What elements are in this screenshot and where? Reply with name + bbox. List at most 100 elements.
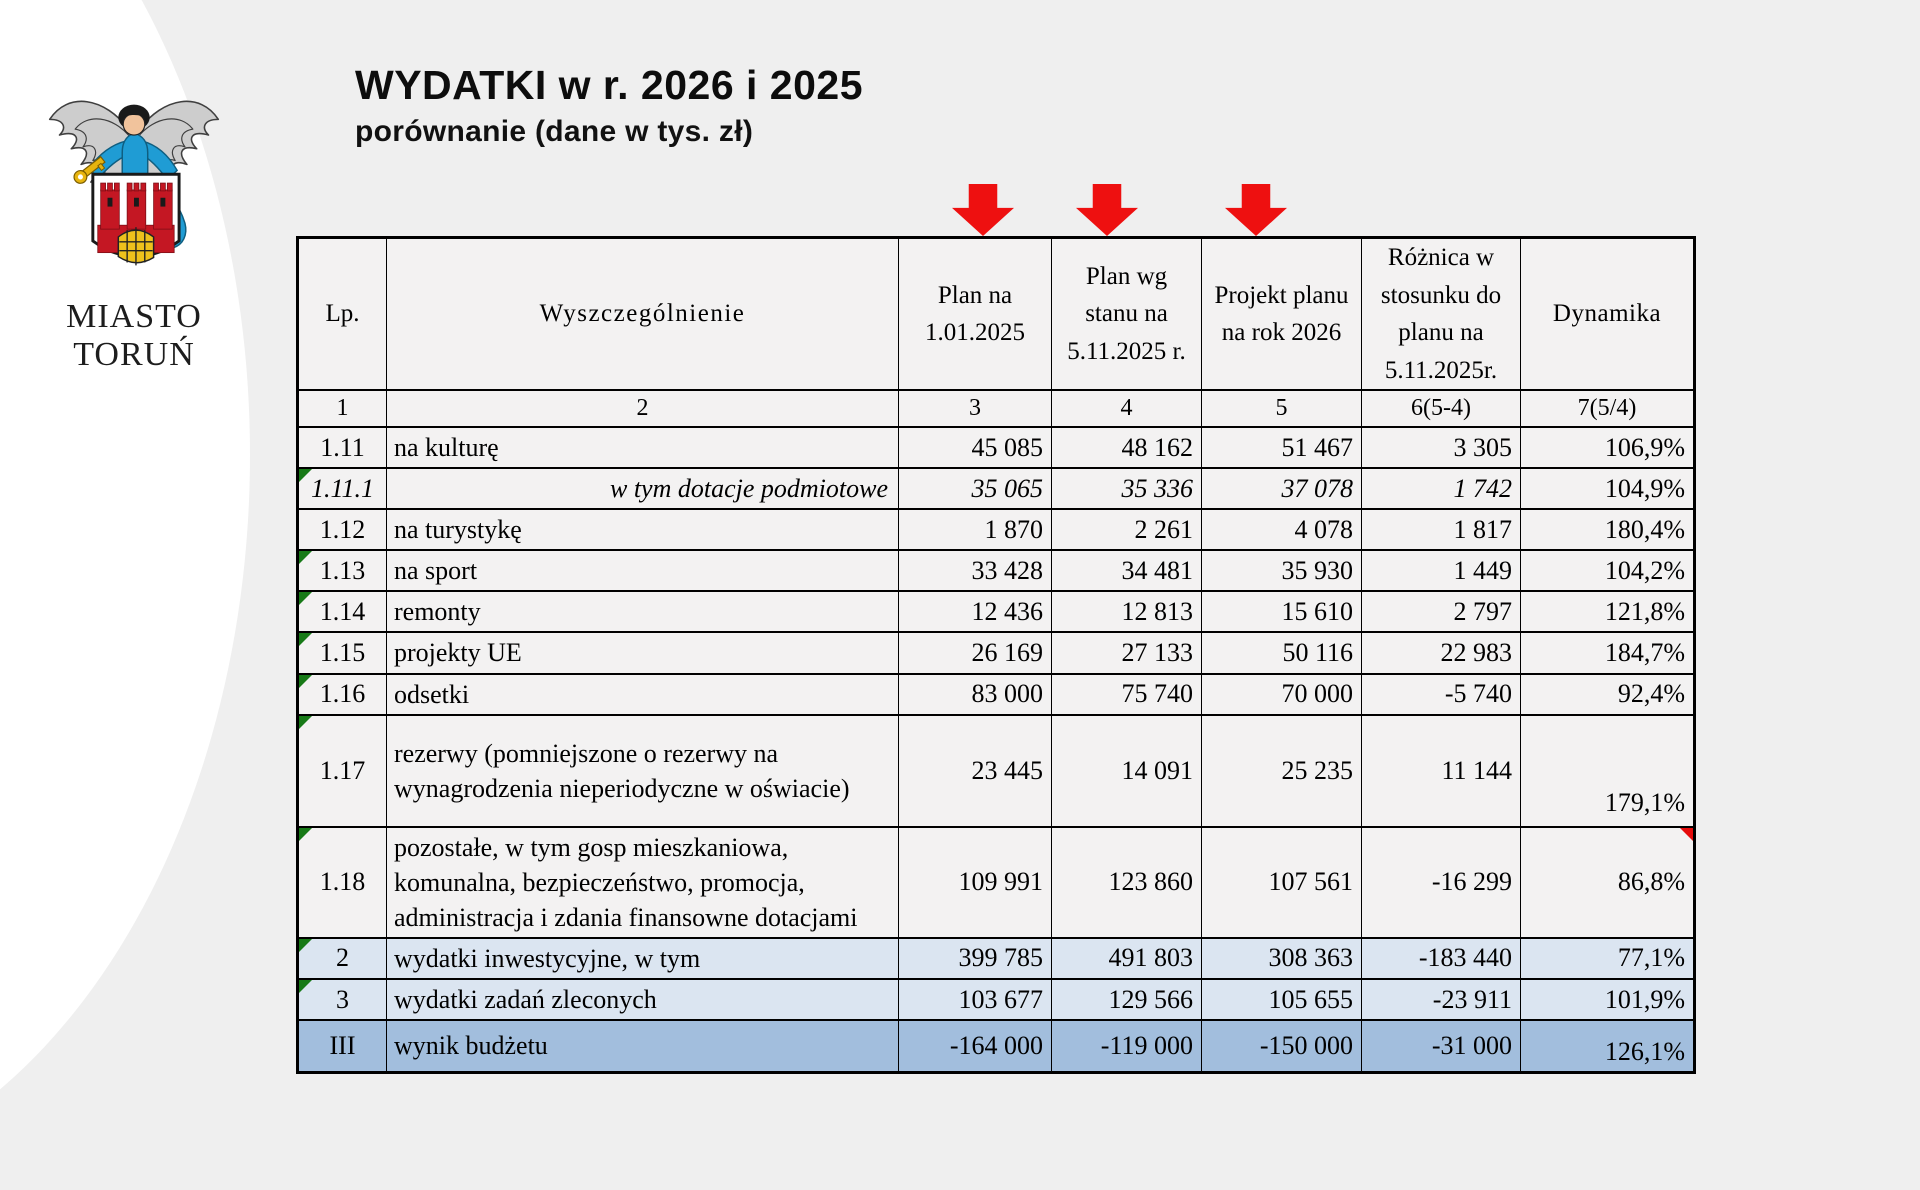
row-value: 3 305 xyxy=(1361,425,1521,470)
row-dynamika: 101,9% xyxy=(1520,978,1695,1022)
row-value-text: 35 930 xyxy=(1281,555,1354,585)
row-dynamika: 179,1% xyxy=(1520,713,1695,828)
row-lp: 1.18 xyxy=(297,825,387,939)
row-value-text: 1 870 xyxy=(984,514,1044,544)
row-dynamika-text: 179,1% xyxy=(1604,787,1685,817)
row-name-text: pozostałe, w tym gosp mieszkaniowa, komu… xyxy=(394,832,858,932)
row-lp-text: III xyxy=(329,1030,356,1060)
table-row: 3 wydatki zadań zleconych 103 677 129 566 10… xyxy=(297,978,1695,1022)
row-value: 129 566 xyxy=(1051,978,1202,1022)
row-value-text: 70 000 xyxy=(1281,679,1354,709)
row-value: -183 440 xyxy=(1361,936,1521,981)
row-value-text: -5 740 xyxy=(1444,679,1512,709)
row-value-text: 22 983 xyxy=(1440,638,1513,668)
row-dynamika: 180,4% xyxy=(1520,508,1695,552)
row-value-text: 83 000 xyxy=(971,679,1044,709)
row-lp: 1.12 xyxy=(297,508,387,552)
row-name-text: odsetki xyxy=(394,679,470,709)
red-down-arrow-icon-3 xyxy=(1225,184,1287,236)
row-value-text: 26 169 xyxy=(971,638,1044,668)
row-value: 50 116 xyxy=(1201,631,1362,675)
row-value-text: -31 000 xyxy=(1431,1030,1512,1060)
row-value: 2 797 xyxy=(1361,590,1521,634)
row-value: 12 813 xyxy=(1051,590,1202,634)
row-value: 11 144 xyxy=(1361,713,1521,828)
header-plan-1-01-2025: Plan na 1.01.2025 xyxy=(898,236,1052,391)
row-name: pozostałe, w tym gosp mieszkaniowa, komu… xyxy=(386,825,899,939)
row-value-text: 75 740 xyxy=(1121,679,1194,709)
row-value: 35 336 xyxy=(1051,467,1202,511)
row-value-text: -150 000 xyxy=(1259,1030,1353,1060)
row-lp-text: 1.18 xyxy=(319,867,366,897)
row-name: projekty UE xyxy=(386,631,899,675)
row-value: 26 169 xyxy=(898,631,1052,675)
comment-marker-icon xyxy=(299,716,312,729)
row-dynamika-text: 106,9% xyxy=(1604,432,1685,462)
header-roznica: Różnica w stosunku do planu na 5.11.2025… xyxy=(1361,236,1521,391)
row-value: 45 085 xyxy=(898,425,1052,470)
row-dynamika-text: 126,1% xyxy=(1604,1036,1685,1066)
row-value: 2 261 xyxy=(1051,508,1202,552)
row-lp-text: 1.14 xyxy=(319,596,366,626)
row-value-text: 14 091 xyxy=(1121,755,1194,785)
row-value-text: -183 440 xyxy=(1418,943,1512,973)
header-specification: Wyszczególnienie xyxy=(386,236,899,391)
row-value: -164 000 xyxy=(898,1019,1052,1074)
row-name-text: na kulturę xyxy=(394,433,499,462)
row-lp: 2 xyxy=(297,936,387,981)
row-value-text: 12 813 xyxy=(1121,596,1194,626)
row-value: 4 078 xyxy=(1201,508,1362,552)
row-name-text: remonty xyxy=(394,597,481,627)
row-value-text: 308 363 xyxy=(1268,943,1354,973)
row-value-text: 23 445 xyxy=(971,755,1044,785)
table-row: 1.13 na sport 33 428 34 481 35 930 1 449 104,2… xyxy=(297,549,1695,593)
comment-marker-icon xyxy=(299,593,312,606)
row-lp: III xyxy=(297,1019,387,1074)
row-value: 23 445 xyxy=(898,713,1052,828)
row-value: 308 363 xyxy=(1201,936,1362,981)
row-lp: 1.11 xyxy=(297,425,387,470)
header-dynamika: Dynamika xyxy=(1520,236,1695,391)
row-dynamika: 92,4% xyxy=(1520,672,1695,716)
row-lp-text: 3 xyxy=(336,984,349,1014)
row-value: 35 065 xyxy=(898,467,1052,511)
row-value-text: 45 085 xyxy=(971,432,1044,462)
row-value: 123 860 xyxy=(1051,825,1202,939)
comment-marker-icon xyxy=(299,828,312,841)
row-value: 1 817 xyxy=(1361,508,1521,552)
table-row: 1.17 rezerwy (pomniejszone o rezerwy na w… xyxy=(297,713,1695,828)
row-name-text: na sport xyxy=(394,556,478,586)
row-value: 34 481 xyxy=(1051,549,1202,593)
row-value-text: 11 144 xyxy=(1441,755,1512,785)
table-row: 1.15 projekty UE 26 169 27 133 50 116 22 983 1… xyxy=(297,631,1695,675)
row-value: 103 677 xyxy=(898,978,1052,1022)
row-value: 1 870 xyxy=(898,508,1052,552)
red-comment-marker-icon xyxy=(1680,828,1693,841)
table-head: Lp. Wyszczególnienie Plan na 1.01.2025 P… xyxy=(297,236,1695,428)
row-dynamika-text: 184,7% xyxy=(1604,638,1685,668)
miasto-torun-label: MIASTO TORUŃ xyxy=(28,298,240,374)
table-body: 1.11 na kulturę 45 085 48 162 51 467 3 305 106… xyxy=(297,425,1695,1074)
col-number: 6(5-4) xyxy=(1361,389,1521,428)
header-plan-5-11-2025: Plan wg stanu na 5.11.2025 r. xyxy=(1051,236,1202,391)
row-value-text: 2 261 xyxy=(1134,514,1194,544)
torun-emblem-icon xyxy=(48,100,220,266)
row-value-text: 1 449 xyxy=(1453,555,1513,585)
row-name: w tym dotacje podmiotowe xyxy=(386,467,899,511)
row-name-text: wydatki inwestycyjne, w tym xyxy=(394,943,701,973)
row-dynamika: 126,1% xyxy=(1520,1019,1695,1074)
row-value: 109 991 xyxy=(898,825,1052,939)
row-name: wynik budżetu xyxy=(386,1019,899,1074)
col-number: 3 xyxy=(898,389,1052,428)
table-row: 1.11.1 w tym dotacje podmiotowe 35 065 35 3… xyxy=(297,467,1695,511)
comment-marker-icon xyxy=(299,470,312,483)
row-value: 35 930 xyxy=(1201,549,1362,593)
logo-caption-line2: TORUŃ xyxy=(73,336,195,374)
row-lp-text: 1.11 xyxy=(320,432,365,462)
row-value: 491 803 xyxy=(1051,936,1202,981)
comment-marker-icon xyxy=(299,939,312,952)
row-value: 83 000 xyxy=(898,672,1052,716)
row-value-text: 399 785 xyxy=(958,943,1044,973)
row-lp-text: 2 xyxy=(336,943,349,973)
row-dynamika: 104,2% xyxy=(1520,549,1695,593)
